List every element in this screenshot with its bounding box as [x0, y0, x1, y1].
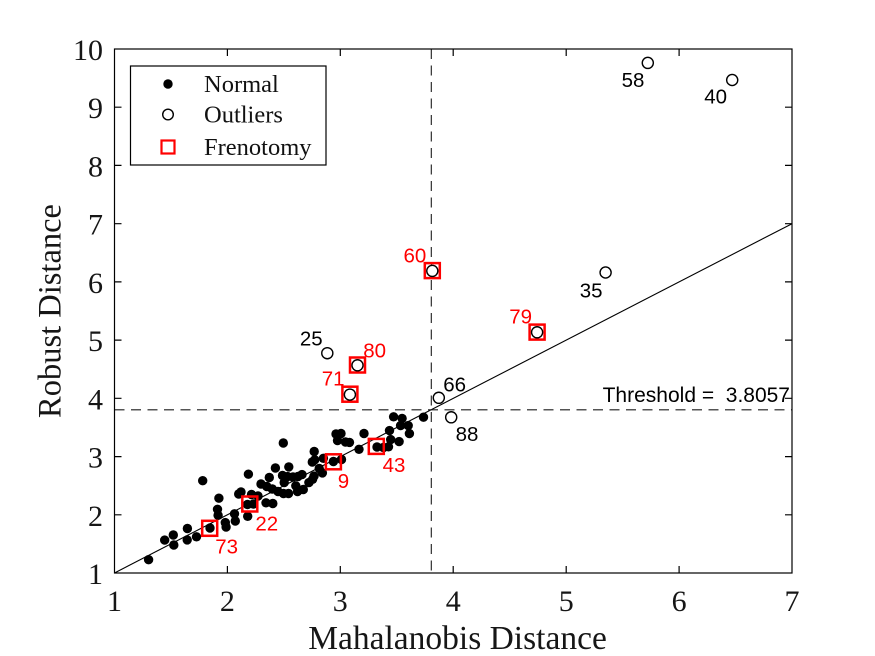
svg-text:8: 8: [88, 150, 103, 183]
svg-text:9: 9: [338, 470, 349, 493]
svg-text:43: 43: [383, 454, 406, 477]
svg-text:7: 7: [88, 209, 103, 242]
svg-text:Threshold = 3.8057: Threshold = 3.8057: [603, 384, 790, 407]
svg-text:35: 35: [580, 280, 603, 303]
svg-text:60: 60: [403, 245, 426, 268]
svg-text:25: 25: [300, 328, 323, 351]
svg-text:Outliers: Outliers: [204, 102, 283, 129]
svg-text:2: 2: [88, 500, 103, 533]
svg-text:2: 2: [220, 585, 235, 618]
svg-text:3: 3: [333, 585, 348, 618]
svg-text:7: 7: [785, 585, 800, 618]
svg-text:71: 71: [322, 368, 345, 391]
svg-text:1: 1: [88, 558, 103, 591]
svg-text:66: 66: [443, 374, 466, 397]
svg-text:6: 6: [672, 585, 687, 618]
svg-text:80: 80: [363, 340, 386, 363]
svg-text:Mahalanobis Distance: Mahalanobis Distance: [308, 620, 607, 656]
svg-text:5: 5: [88, 325, 103, 358]
svg-text:Robust Distance: Robust Distance: [33, 204, 69, 418]
svg-text:5: 5: [559, 585, 574, 618]
svg-text:10: 10: [73, 34, 103, 67]
svg-text:40: 40: [704, 86, 727, 109]
svg-text:1: 1: [107, 585, 122, 618]
svg-text:Frenotomy: Frenotomy: [204, 134, 312, 161]
svg-text:4: 4: [88, 383, 103, 416]
svg-text:73: 73: [215, 536, 238, 559]
svg-text:88: 88: [456, 423, 479, 446]
svg-text:79: 79: [509, 306, 532, 329]
svg-text:22: 22: [255, 513, 278, 536]
svg-text:9: 9: [88, 92, 103, 125]
svg-text:6: 6: [88, 267, 103, 300]
svg-text:Normal: Normal: [204, 71, 279, 98]
svg-text:58: 58: [622, 69, 645, 92]
svg-text:4: 4: [446, 585, 461, 618]
svg-text:3: 3: [88, 442, 103, 475]
